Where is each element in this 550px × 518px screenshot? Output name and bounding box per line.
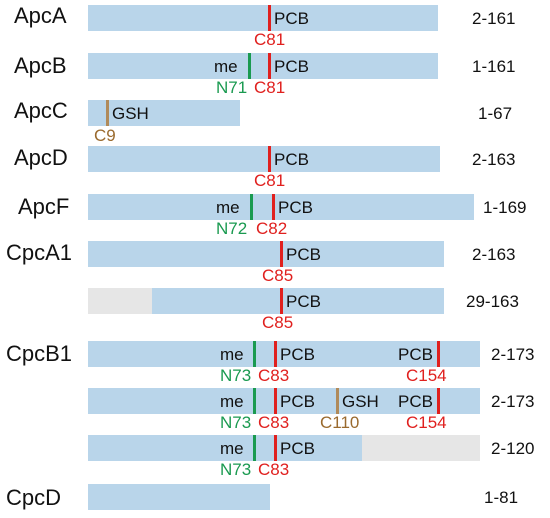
site-label: C83 bbox=[258, 460, 290, 479]
modification-label: PCB bbox=[274, 150, 309, 169]
residue-range: 1-169 bbox=[483, 198, 527, 217]
protein-label-apca: ApcA bbox=[14, 3, 67, 28]
residue-range: 2-173 bbox=[491, 392, 535, 411]
protein-label-apcb: ApcB bbox=[14, 53, 67, 78]
methylation-site-marker bbox=[248, 53, 251, 79]
sequence-bar-cpca1 bbox=[88, 241, 444, 267]
residue-range: 2-173 bbox=[491, 345, 535, 364]
modification-label: PCB bbox=[280, 439, 315, 458]
sequence-bar-cpca1-truncated bbox=[152, 288, 444, 314]
site-label: C85 bbox=[262, 266, 294, 285]
glutathione-site-marker bbox=[106, 100, 109, 126]
pcb-site-marker bbox=[272, 194, 275, 220]
site-label: C81 bbox=[254, 30, 286, 49]
methylation-site-marker bbox=[253, 435, 256, 461]
sequence-bar-apcc bbox=[88, 100, 240, 126]
pcb-site-marker bbox=[280, 288, 283, 314]
site-label: C81 bbox=[254, 171, 286, 190]
pcb-site-marker bbox=[280, 241, 283, 267]
methylation-site-marker bbox=[253, 341, 256, 367]
modification-label: PCB bbox=[280, 345, 315, 364]
modification-label: GSH bbox=[342, 392, 379, 411]
modification-label: PCB bbox=[274, 57, 309, 76]
site-label: N72 bbox=[216, 219, 248, 238]
modification-label: me bbox=[214, 57, 238, 76]
modification-label: me bbox=[220, 345, 244, 364]
site-label: C9 bbox=[94, 126, 116, 145]
protein-label-cpcb1: CpcB1 bbox=[6, 341, 73, 366]
residue-range: 29-163 bbox=[466, 292, 519, 311]
residue-range: 2-163 bbox=[472, 245, 516, 264]
site-label: C81 bbox=[254, 78, 286, 97]
site-label: N73 bbox=[220, 460, 252, 479]
site-label: C82 bbox=[256, 219, 288, 238]
site-label: C85 bbox=[262, 313, 294, 332]
protein-label-apcc: ApcC bbox=[14, 98, 68, 123]
sequence-bar-apcb bbox=[88, 53, 438, 79]
sequence-bar-apcd bbox=[88, 146, 440, 172]
glutathione-site-marker bbox=[336, 388, 339, 414]
site-label: C83 bbox=[258, 413, 290, 432]
pcb-site-marker bbox=[437, 341, 440, 367]
modification-label: PCB bbox=[280, 392, 315, 411]
pcb-site-marker bbox=[274, 388, 277, 414]
modification-label: PCB bbox=[278, 198, 313, 217]
residue-range: 1-161 bbox=[472, 57, 516, 76]
sequence-bar-cpcd bbox=[88, 484, 270, 510]
site-label: C154 bbox=[406, 366, 447, 385]
methylation-site-marker bbox=[253, 388, 256, 414]
residue-range: 2-163 bbox=[472, 150, 516, 169]
modification-label: PCB bbox=[398, 392, 433, 411]
methylation-site-marker bbox=[250, 194, 253, 220]
protein-label-cpca1: CpcA1 bbox=[6, 240, 73, 265]
site-label: C83 bbox=[258, 366, 290, 385]
residue-range: 1-81 bbox=[484, 488, 519, 507]
residue-range: 2-161 bbox=[472, 9, 516, 28]
modification-label: PCB bbox=[286, 292, 321, 311]
sequence-bar-apca bbox=[88, 5, 438, 31]
modification-label: me bbox=[220, 439, 244, 458]
site-label: C110 bbox=[320, 413, 360, 432]
residue-range: 2-120 bbox=[491, 439, 535, 458]
pcb-site-marker bbox=[268, 146, 271, 172]
sequence-bar-cpcb1-truncated bbox=[88, 435, 362, 461]
site-label: N71 bbox=[216, 78, 248, 97]
site-label: C154 bbox=[406, 413, 447, 432]
sequence-bar-apcf bbox=[88, 194, 474, 220]
residue-range: 1-67 bbox=[478, 104, 513, 123]
pcb-site-marker bbox=[268, 5, 271, 31]
modification-label: PCB bbox=[398, 345, 433, 364]
pcb-site-marker bbox=[437, 388, 440, 414]
missing-region-bar bbox=[362, 435, 480, 461]
protein-label-cpcd: CpcD bbox=[6, 485, 62, 510]
missing-region-bar bbox=[88, 288, 152, 314]
modification-label: PCB bbox=[286, 245, 321, 264]
pcb-site-marker bbox=[274, 341, 277, 367]
pcb-site-marker bbox=[268, 53, 271, 79]
modification-label: me bbox=[220, 392, 244, 411]
protein-label-apcd: ApcD bbox=[14, 145, 68, 170]
modification-label: me bbox=[216, 198, 240, 217]
sequence-bar-cpcb1 bbox=[88, 341, 480, 367]
modification-label: GSH bbox=[112, 104, 149, 123]
sequence-bar-cpcb1-gsh bbox=[88, 388, 480, 414]
site-label: N73 bbox=[220, 366, 252, 385]
protein-label-apcf: ApcF bbox=[18, 194, 70, 219]
site-label: N73 bbox=[220, 413, 252, 432]
pcb-site-marker bbox=[274, 435, 277, 461]
modification-label: PCB bbox=[274, 9, 309, 28]
